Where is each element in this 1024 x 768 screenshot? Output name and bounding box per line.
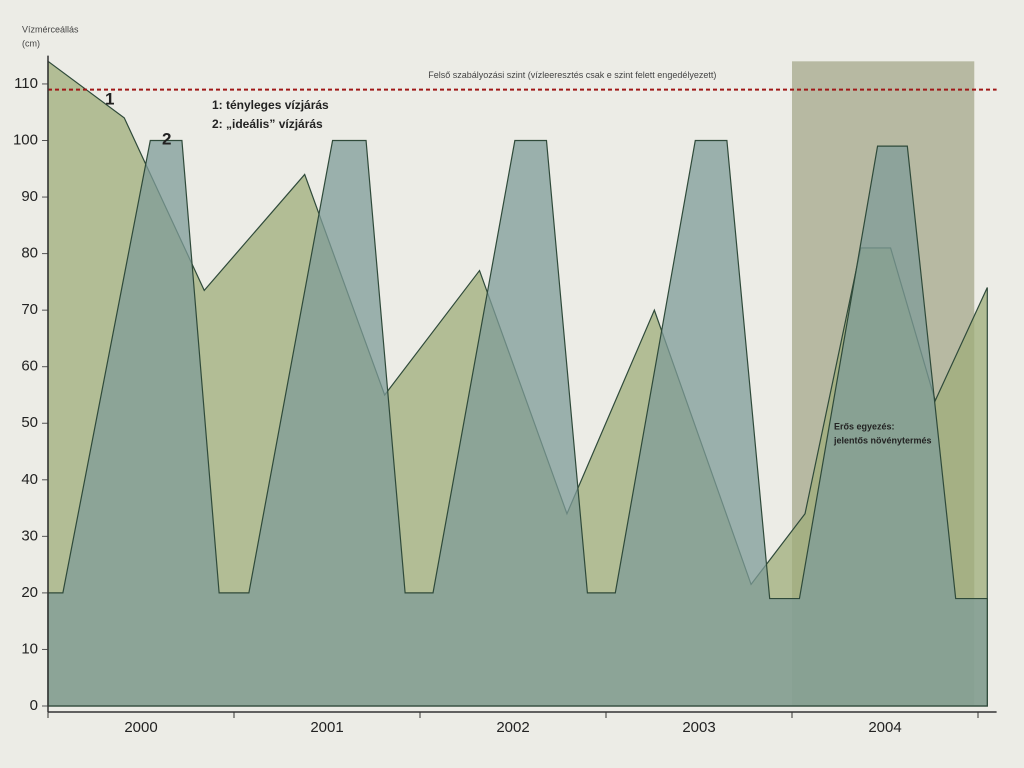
series-label: 1 [105, 89, 114, 108]
y-tick-label: 10 [21, 640, 38, 657]
annotation: Erős egyezés: [834, 421, 895, 431]
series-label: 2 [162, 129, 171, 148]
y-tick-label: 20 [21, 584, 38, 601]
y-tick-label: 90 [21, 188, 38, 205]
y-tick-label: 110 [14, 75, 38, 92]
y-tick-label: 50 [21, 414, 38, 431]
threshold-label: Felső szabályozási szint (vízleeresztés … [428, 70, 716, 80]
area [47, 139, 988, 707]
y-axis-label: (cm) [22, 38, 40, 48]
x-tick-label: 2003 [682, 719, 715, 736]
y-tick-label: 30 [21, 527, 38, 544]
y-tick-label: 60 [21, 358, 38, 375]
y-tick-label: 0 [30, 697, 38, 714]
x-tick-label: 2002 [496, 719, 529, 736]
y-tick-label: 70 [21, 301, 38, 318]
legend-entry: 1: tényleges vízjárás [212, 98, 329, 112]
y-tick-label: 40 [21, 471, 38, 488]
y-tick-label: 80 [21, 245, 38, 262]
annotation: jelentős növénytermés [833, 435, 932, 445]
y-axis-label: Vízmérceállás [22, 24, 79, 34]
x-tick-label: 2001 [310, 719, 343, 736]
legend-entry: 2: „ideális” vízjárás [212, 117, 323, 131]
x-tick-label: 2000 [124, 719, 157, 736]
x-tick-label: 2004 [868, 719, 901, 736]
y-tick-label: 100 [13, 131, 38, 148]
